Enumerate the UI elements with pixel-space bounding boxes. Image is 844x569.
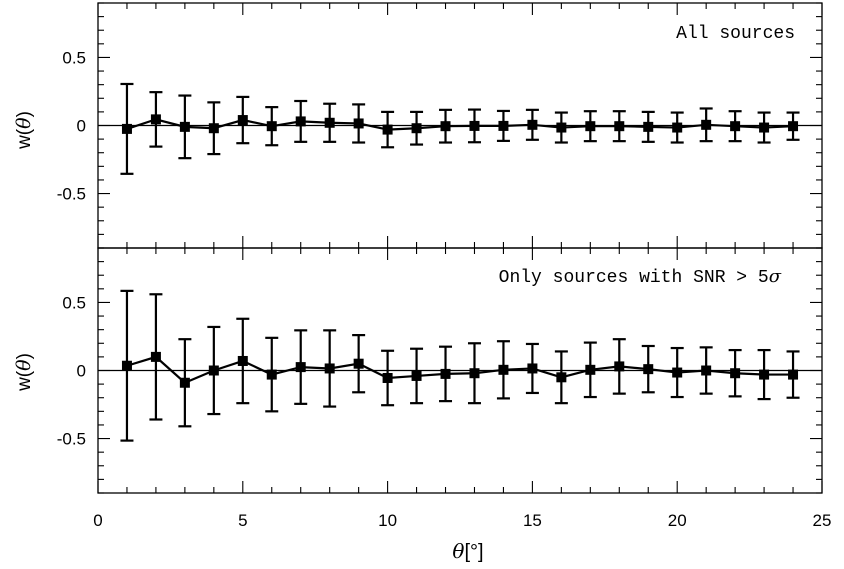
top-data-point — [585, 121, 596, 132]
x-axis-label: θ[°] — [452, 539, 483, 563]
bottom-data-point — [121, 360, 132, 371]
top-panel-annotation: All sources — [676, 24, 795, 44]
bottom-data-point — [179, 377, 190, 388]
bottom-data-point — [382, 372, 393, 383]
x-axis-label-unit: [°] — [464, 541, 483, 563]
top-y-tick-label: 0.5 — [62, 48, 86, 67]
top-y-tick-label: 0 — [77, 117, 86, 136]
top-y-axis-label: w(θ) — [13, 111, 35, 150]
top-data-point — [788, 121, 799, 132]
bottom-annotation-text: Only sources with SNR > 5 — [499, 268, 769, 288]
top-data-point — [266, 121, 277, 132]
bottom-data-point — [440, 368, 451, 379]
bottom-data-point — [208, 365, 219, 376]
bottom-data-point — [672, 367, 683, 378]
top-y-axis-label-w: w( — [14, 128, 35, 150]
top-data-point — [469, 120, 480, 131]
top-data-point — [730, 121, 741, 132]
top-data-point — [150, 114, 161, 125]
bottom-x-tick-label: 0 — [93, 511, 102, 530]
top-data-point — [527, 119, 538, 130]
bottom-data-point — [237, 355, 248, 366]
bottom-data-point — [730, 368, 741, 379]
bottom-x-tick-label: 25 — [813, 511, 832, 530]
bottom-data-point — [411, 370, 422, 381]
bottom-y-axis-label-close: ) — [14, 353, 35, 359]
bottom-y-axis-label-theta: θ — [13, 359, 35, 371]
top-data-point — [759, 122, 770, 133]
bottom-data-point — [266, 369, 277, 380]
top-data-point — [208, 123, 219, 134]
top-data-point — [353, 118, 364, 129]
top-data-point — [411, 123, 422, 134]
bottom-y-tick-label: -0.5 — [57, 430, 86, 449]
top-data-point — [121, 123, 132, 134]
bottom-data-point — [324, 363, 335, 374]
bottom-y-tick-label: 0 — [77, 362, 86, 381]
bottom-x-tick-label: 10 — [378, 511, 397, 530]
bottom-series-line — [126, 355, 794, 385]
bottom-data-point — [556, 372, 567, 383]
bottom-data-point — [585, 364, 596, 375]
top-data-point — [440, 121, 451, 132]
bottom-y-tick-label: 0.5 — [62, 293, 86, 312]
bottom-data-point — [614, 361, 625, 372]
top-data-point — [382, 124, 393, 135]
bottom-data-point — [527, 363, 538, 374]
top-data-point — [237, 115, 248, 126]
bottom-data-point — [701, 365, 712, 376]
top-data-point — [324, 117, 335, 128]
bottom-panel: Only sources with SNR > 5σ w(θ) θ[°] -0.… — [13, 247, 832, 563]
bottom-data-point — [643, 364, 654, 375]
top-data-point — [295, 116, 306, 127]
bottom-y-axis-label: w(θ) — [13, 353, 35, 392]
bottom-axes: -0.5 0 0.5 0 5 10 15 20 25 — [57, 247, 832, 530]
bottom-data-point — [469, 368, 480, 379]
bottom-data-point — [150, 351, 161, 362]
bottom-annotation-sigma: σ — [769, 266, 782, 287]
top-data-point — [556, 122, 567, 133]
bottom-data-point — [295, 362, 306, 373]
top-series — [120, 82, 800, 175]
bottom-data-point — [759, 369, 770, 380]
bottom-x-tick-label: 20 — [668, 511, 687, 530]
top-data-point — [701, 119, 712, 130]
bottom-data-point — [788, 369, 799, 380]
bottom-y-axis-label-w: w( — [14, 370, 35, 392]
bottom-panel-annotation: Only sources with SNR > 5σ — [499, 266, 782, 288]
bottom-x-tick-label: 15 — [523, 511, 542, 530]
bottom-data-point — [353, 358, 364, 369]
top-data-point — [614, 121, 625, 132]
bottom-data-point — [498, 364, 509, 375]
bottom-series — [120, 289, 800, 442]
top-y-axis-label-theta: θ — [13, 117, 35, 129]
top-data-point — [498, 120, 509, 131]
top-data-point — [179, 121, 190, 132]
top-series-line — [126, 118, 794, 131]
top-data-point — [643, 121, 654, 132]
top-data-point — [672, 122, 683, 133]
x-axis-label-theta: θ — [452, 539, 464, 563]
top-panel: All sources w(θ) -0.5 0 0.5 — [13, 2, 823, 249]
top-y-axis-label-close: ) — [14, 111, 35, 117]
top-y-tick-label: -0.5 — [57, 185, 86, 204]
bottom-x-tick-label: 5 — [238, 511, 247, 530]
